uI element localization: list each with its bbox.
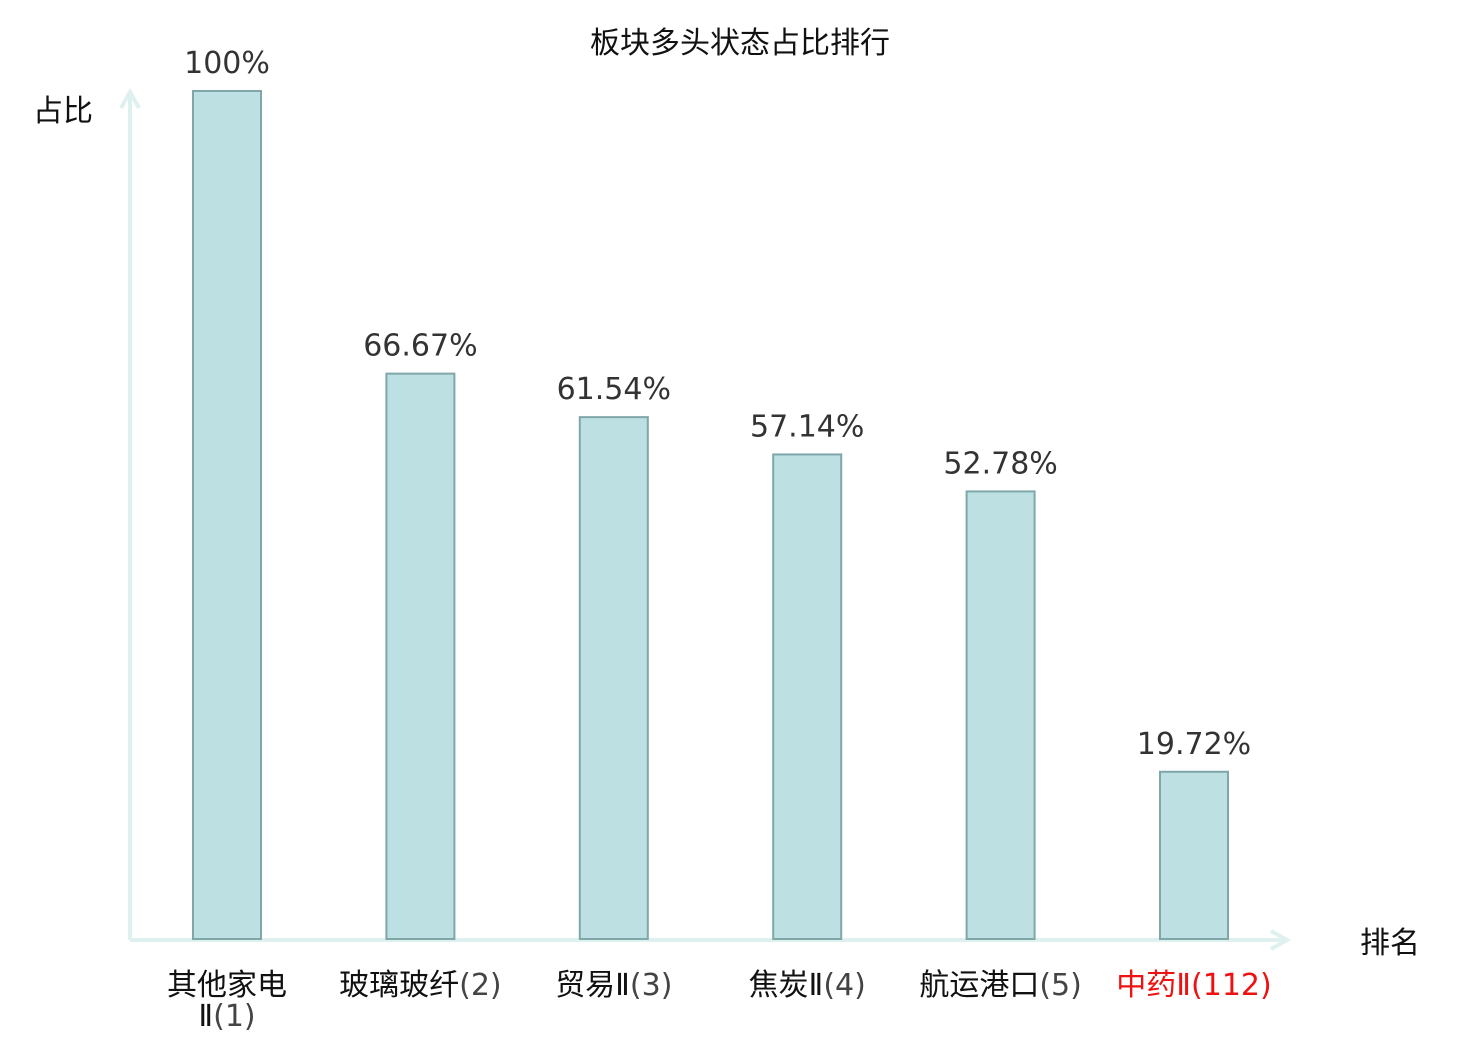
x-tick-label-text: 玻璃玻纤(2) <box>339 968 502 1003</box>
x-tick-label-name: 玻璃玻纤 <box>339 968 459 1003</box>
x-tick-label-rank: (2) <box>459 968 502 1003</box>
bar <box>578 416 649 940</box>
bar-value-label: 52.78% <box>943 446 1057 481</box>
x-tick-label-rank: (5) <box>1039 968 1082 1003</box>
x-tick-label-text: 中药Ⅱ(112) <box>1116 968 1271 1003</box>
bar-group <box>192 90 1229 941</box>
x-tick-label-name: 贸易Ⅱ <box>555 968 630 1003</box>
bar-value-label: 61.54% <box>557 372 671 407</box>
y-axis-arrow <box>119 87 141 109</box>
chart-title: 板块多头状态占比排行 <box>590 26 890 61</box>
bar-value-label: 100% <box>184 46 270 81</box>
x-tick-label: 玻璃玻纤(2) <box>339 968 502 1003</box>
bar-value-label: 19.72% <box>1137 727 1251 762</box>
x-tick-label: 贸易Ⅱ(3) <box>555 968 672 1003</box>
bar <box>1159 770 1229 941</box>
bar <box>772 453 843 940</box>
x-tick-label-line2: Ⅱ(1) <box>198 999 255 1034</box>
bar <box>192 90 262 940</box>
x-tick-label-name: 航运港口 <box>919 968 1039 1003</box>
x-axis-label: 排名 <box>1360 926 1420 961</box>
value-label-group: 100% 66.67% 61.54% 57.14% 52.78% 19.72% <box>184 46 1251 762</box>
x-tick-label-name: 焦炭Ⅱ <box>749 968 824 1003</box>
bar <box>965 490 1036 940</box>
x-tick-label-name: Ⅱ <box>198 999 213 1034</box>
x-tick-label-text: 航运港口(5) <box>919 968 1082 1003</box>
x-tick-label-rank: (4) <box>823 968 866 1003</box>
x-tick-label-rank: (112) <box>1191 968 1272 1003</box>
x-tick-label-rank: (1) <box>213 999 256 1034</box>
bar <box>385 372 456 940</box>
x-tick-label-text: 贸易Ⅱ(3) <box>555 968 672 1003</box>
x-tick-label: 焦炭Ⅱ(4) <box>749 968 866 1003</box>
x-tick-label: 航运港口(5) <box>919 968 1082 1003</box>
y-axis-label: 占比 <box>33 94 93 129</box>
x-tick-label-text: 焦炭Ⅱ(4) <box>749 968 866 1003</box>
x-tick-label-line1: 其他家电 <box>167 968 287 1003</box>
x-tick-label-name: 中药Ⅱ <box>1116 968 1191 1003</box>
x-tick-label-rank: (3) <box>630 968 673 1003</box>
x-axis-arrow <box>1270 929 1292 951</box>
bar-value-label: 57.14% <box>750 409 864 444</box>
x-tick-label: 中药Ⅱ(112) <box>1116 968 1271 1003</box>
bar-value-label: 66.67% <box>363 329 477 364</box>
